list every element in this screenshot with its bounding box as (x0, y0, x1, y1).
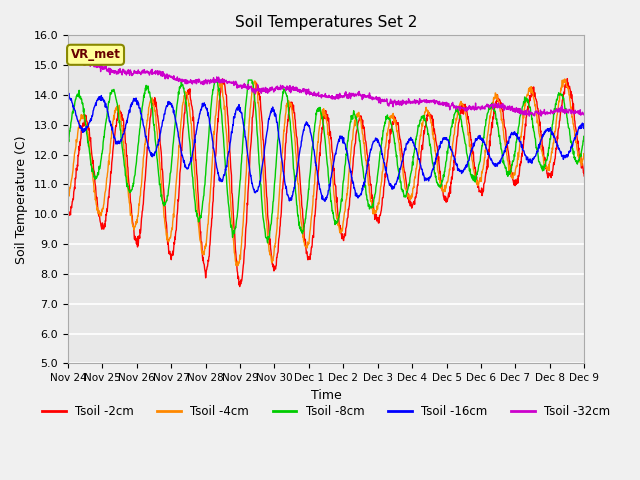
Line: Tsoil -2cm: Tsoil -2cm (68, 79, 584, 287)
Text: VR_met: VR_met (70, 48, 120, 61)
Tsoil -32cm (179, 79, 186, 85)
Tsoil -4cm (280, 135, 287, 141)
Tsoil -32cm (64, 59, 72, 65)
Tsoil -2cm (236, 284, 244, 289)
Tsoil -2cm (490, 111, 498, 117)
Tsoil -4cm (267, 252, 275, 258)
Tsoil -4cm (405, 196, 413, 202)
Tsoil -8cm (264, 240, 271, 246)
Tsoil -32cm (580, 112, 588, 118)
Tsoil -4cm (178, 108, 186, 114)
Tsoil -4cm (490, 95, 498, 101)
Y-axis label: Soil Temperature (C): Soil Temperature (C) (15, 135, 28, 264)
Tsoil -4cm (535, 127, 543, 133)
Line: Tsoil -32cm: Tsoil -32cm (68, 57, 584, 116)
Tsoil -16cm (580, 125, 588, 131)
Tsoil -2cm (280, 177, 287, 183)
Tsoil -8cm (491, 108, 499, 114)
Tsoil -8cm (211, 77, 219, 83)
Tsoil -16cm (179, 153, 186, 158)
Line: Tsoil -4cm: Tsoil -4cm (68, 79, 584, 266)
Tsoil -2cm (563, 76, 571, 82)
Tsoil -8cm (64, 140, 72, 146)
Legend: Tsoil -2cm, Tsoil -4cm, Tsoil -8cm, Tsoil -16cm, Tsoil -32cm: Tsoil -2cm, Tsoil -4cm, Tsoil -8cm, Tsoi… (37, 401, 615, 423)
Tsoil -4cm (561, 76, 569, 82)
Tsoil -16cm (491, 163, 499, 168)
Tsoil -2cm (580, 173, 588, 179)
Tsoil -16cm (65, 90, 72, 96)
Tsoil -32cm (535, 111, 543, 117)
Tsoil -8cm (580, 135, 588, 141)
X-axis label: Time: Time (311, 389, 342, 402)
Tsoil -16cm (535, 144, 543, 149)
Tsoil -4cm (580, 152, 588, 157)
Line: Tsoil -16cm: Tsoil -16cm (68, 93, 584, 201)
Tsoil -16cm (321, 198, 328, 204)
Tsoil -16cm (406, 137, 413, 143)
Tsoil -32cm (71, 54, 79, 60)
Tsoil -16cm (280, 169, 287, 175)
Tsoil -32cm (267, 87, 275, 93)
Tsoil -2cm (178, 144, 186, 149)
Tsoil -16cm (267, 108, 275, 114)
Tsoil -2cm (405, 200, 413, 206)
Line: Tsoil -8cm: Tsoil -8cm (68, 80, 584, 243)
Tsoil -4cm (233, 263, 241, 269)
Title: Soil Temperatures Set 2: Soil Temperatures Set 2 (235, 15, 417, 30)
Tsoil -32cm (405, 98, 413, 104)
Tsoil -4cm (64, 198, 72, 204)
Tsoil -2cm (64, 207, 72, 213)
Tsoil -32cm (280, 84, 287, 90)
Tsoil -8cm (535, 159, 543, 165)
Tsoil -2cm (267, 248, 275, 253)
Tsoil -32cm (525, 113, 533, 119)
Tsoil -32cm (490, 103, 498, 108)
Tsoil -8cm (406, 180, 413, 186)
Tsoil -16cm (64, 96, 72, 101)
Tsoil -8cm (268, 221, 275, 227)
Tsoil -8cm (178, 83, 186, 88)
Tsoil -2cm (535, 109, 543, 115)
Tsoil -8cm (280, 86, 287, 92)
